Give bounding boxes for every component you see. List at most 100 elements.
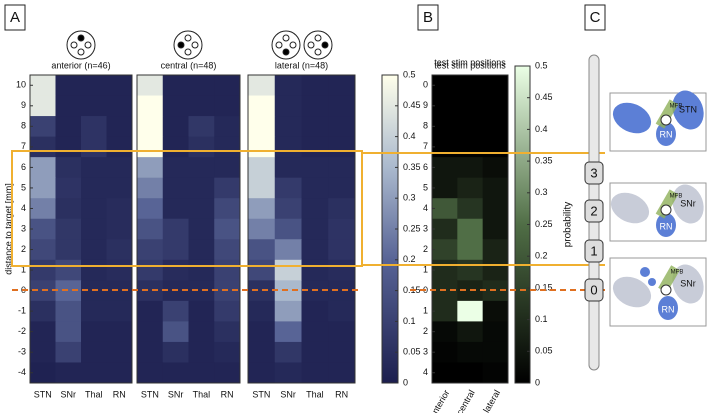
heatmap-cell (432, 116, 458, 138)
heatmap-cell (137, 341, 164, 363)
heatmap-cell (162, 177, 189, 199)
heatmap-cell (81, 177, 107, 199)
heatmap-cell (274, 341, 302, 363)
heatmap-cell (248, 116, 276, 138)
heatmap-cell (248, 362, 276, 384)
plot-frame (247, 74, 356, 384)
heatmap-cell (457, 259, 484, 281)
heatmap-cell (30, 259, 56, 281)
x-tick-label: lateral (481, 388, 502, 413)
colorbar-tick-label: 0.35 (403, 162, 421, 172)
x-tick-label: Thal (193, 389, 211, 399)
heatmap-cell (81, 341, 107, 363)
region-label: MFB (670, 194, 683, 200)
y-tick-label: -2 (18, 326, 26, 336)
y-tick-label: 8 (21, 121, 26, 131)
heatmap-cell (482, 321, 509, 343)
x-tick-label: RN (113, 389, 126, 399)
heatmap-cell (248, 157, 276, 179)
heatmap-cell (137, 239, 164, 261)
heatmap-cell (214, 341, 241, 363)
heatmap-cell (214, 259, 241, 281)
heatmap-cell (137, 198, 164, 220)
x-tick-label: anterior (428, 388, 452, 413)
heatmap-cell (81, 75, 107, 97)
heatmap-cell (81, 239, 107, 261)
heatmap-cell (106, 239, 133, 261)
heatmap-cell (81, 198, 107, 220)
heatmap-cell (106, 75, 133, 97)
panel-title: test stim positions (434, 60, 506, 70)
colorbar-label: probability (563, 202, 574, 248)
heatmap-cell (188, 300, 215, 322)
heatmap-cell (328, 239, 356, 261)
heatmap-cell (137, 75, 164, 97)
colorbar-tick-label: 0.45 (535, 92, 553, 102)
heatmap-cell (457, 116, 484, 138)
heatmap-cell (482, 75, 509, 97)
heatmap-cell (214, 239, 241, 261)
region-label: MFB (670, 104, 683, 110)
heatmap-cell (457, 341, 484, 363)
heatmap-cell (188, 198, 215, 220)
heatmap-cell (328, 259, 356, 281)
y-tick-label: 3 (21, 223, 26, 233)
heatmap-cell (214, 300, 241, 322)
y-tick-label: 5 (21, 182, 26, 192)
region-label: SNr (680, 278, 696, 288)
heatmap-cell (301, 300, 329, 322)
heatmap-cell (328, 341, 356, 363)
heatmap-cell (137, 95, 164, 117)
x-tick-label: SNr (61, 389, 77, 399)
heatmap-cell (106, 136, 133, 158)
heatmap-cell (214, 75, 241, 97)
heatmap-cell (301, 177, 329, 199)
heatmap-cell (248, 177, 276, 199)
heatmap-cell (188, 116, 215, 138)
colorbar-tick-label: 0.2 (535, 251, 548, 261)
colorbar-tick-label: 0 (403, 377, 408, 387)
x-tick-label: STN (252, 389, 270, 399)
colorbar-tick-label: 0.15 (535, 282, 553, 292)
heatmap-cell (248, 341, 276, 363)
heatmap-cell (106, 198, 133, 220)
region-label: RN (662, 304, 675, 314)
heatmap-cell (248, 218, 276, 240)
region-label: RN (660, 221, 673, 231)
heatmap-cell (432, 239, 458, 261)
heatmap-cell (137, 280, 164, 302)
heatmap-cell (30, 218, 56, 240)
heatmap-cell (188, 362, 215, 384)
heatmap-cell (162, 95, 189, 117)
heatmap-cell (274, 300, 302, 322)
heatmap-cell (55, 116, 82, 138)
region-label: RN (660, 129, 673, 139)
colorbar-tick-label: 0.3 (403, 193, 416, 203)
y-tick-label: 9 (423, 100, 428, 110)
heatmap-cell (482, 259, 509, 281)
y-tick-label: -1 (18, 306, 26, 316)
heatmap-cell (188, 177, 215, 199)
heatmap-cell (482, 157, 509, 179)
y-tick-label: 3 (423, 223, 428, 233)
x-tick-label: STN (141, 389, 159, 399)
heatmap-cell (55, 198, 82, 220)
x-tick-label: RN (221, 389, 234, 399)
panel-label-box (584, 4, 606, 31)
heatmap-cell (55, 157, 82, 179)
heatmap-cell (301, 136, 329, 158)
heatmap-cell (274, 218, 302, 240)
heatmap-cell (328, 75, 356, 97)
heatmap-cell (55, 136, 82, 158)
y-tick-label: 4 (21, 203, 26, 213)
heatmap-cell (457, 362, 484, 384)
heatmap-cell (137, 177, 164, 199)
heatmap-cell (482, 341, 509, 363)
heatmap-cell (328, 95, 356, 117)
heatmap-cell (162, 218, 189, 240)
heatmap-cell (162, 321, 189, 343)
heatmap-cell (301, 95, 329, 117)
heatmap-cell (482, 218, 509, 240)
heatmap-cell (457, 300, 484, 322)
